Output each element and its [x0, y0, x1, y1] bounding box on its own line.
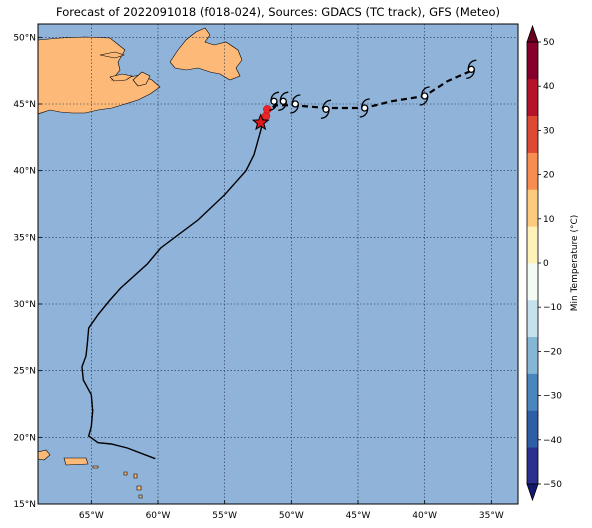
colorbar-tick-label: 20 — [543, 171, 555, 181]
colorbar-tick-label: 10 — [543, 215, 555, 225]
colorbar-segment — [527, 299, 538, 338]
lat-tick-label: 15°N — [13, 500, 36, 510]
colorbar-tick-label: 0 — [543, 259, 549, 269]
colorbar: 50 40 30 20 10 0 −10 −20 −30 −40 −50 Min Temperatur… — [526, 24, 580, 502]
hispaniola-tip — [38, 449, 51, 461]
cyclone-symbol-icon — [290, 94, 301, 114]
colorbar-tick-label: 40 — [543, 82, 555, 92]
antilles-islet-2 — [133, 473, 138, 479]
colorbar-segment — [527, 410, 538, 448]
lon-tick-label: 60°W — [146, 511, 171, 521]
lat-tick-label: 45°N — [13, 100, 36, 110]
lat-tick-label: 30°N — [13, 300, 36, 310]
colorbar-tick-label: 50 — [543, 38, 555, 48]
map-title: Forecast of 2022091018 (f018-024), Sourc… — [56, 5, 500, 19]
axis-ticks: 65°W 60°W 55°W 50°W 45°W 40°W 35°W 50°N 45°N 40°N… — [13, 33, 504, 521]
cyclone-symbol-icon — [268, 91, 280, 111]
colorbar-segment — [527, 336, 538, 374]
colorbar-tick-label: −10 — [543, 303, 562, 313]
cape-breton — [132, 71, 151, 87]
colorbar-extend-high — [526, 24, 539, 43]
colorbar-extend-low — [526, 483, 539, 502]
lon-tick-label: 35°W — [479, 511, 504, 521]
lat-tick-label: 25°N — [13, 367, 36, 377]
virgin-islands — [92, 465, 99, 469]
cyclone-symbol-icon — [419, 86, 430, 106]
colorbar-segment — [527, 373, 538, 411]
anticosti-island — [99, 51, 125, 59]
antilles-islet-1 — [123, 471, 128, 476]
lat-tick-label: 40°N — [13, 167, 36, 177]
colorbar-segment — [527, 189, 538, 227]
antilles-islet-4 — [138, 494, 143, 499]
colorbar-tick-label: −30 — [543, 392, 562, 402]
lon-tick-label: 65°W — [79, 511, 104, 521]
puerto-rico — [63, 457, 89, 466]
colorbar-segment — [527, 42, 538, 80]
cyclone-symbol-icon — [278, 91, 289, 111]
cyclone-symbol-icon — [466, 59, 477, 79]
colorbar-tick-label: 30 — [543, 126, 555, 136]
cyclone-symbol-icon — [320, 99, 332, 119]
colorbar-segment — [527, 78, 538, 117]
colorbar-segment — [527, 115, 538, 153]
lon-tick-label: 50°W — [279, 511, 304, 521]
colorbar-tick-label: −20 — [543, 347, 562, 357]
colorbar-segment — [527, 263, 538, 301]
colorbar-segment — [527, 226, 538, 264]
colorbar-segment — [527, 447, 538, 485]
track-point-dot — [263, 105, 272, 114]
land-masses — [38, 27, 243, 499]
antilles-islet-3 — [136, 485, 142, 491]
storm-track — [81, 59, 477, 460]
forecast-track-line — [264, 69, 472, 115]
colorbar-label: Min Temperature (°C) — [570, 215, 580, 312]
lat-tick-label: 35°N — [13, 233, 36, 243]
maritimes-landmass — [38, 36, 161, 115]
lat-tick-label: 50°N — [13, 33, 36, 43]
colorbar-segment — [527, 152, 538, 190]
prince-edward-island — [109, 73, 133, 82]
lon-tick-label: 45°W — [346, 511, 371, 521]
cyclone-symbol-icon — [359, 98, 370, 118]
past-track-line — [81, 118, 264, 460]
current-position-star-icon — [251, 113, 270, 131]
lat-tick-label: 20°N — [13, 433, 36, 443]
map-frame — [37, 23, 519, 505]
lon-tick-label: 40°W — [412, 511, 437, 521]
newfoundland — [169, 27, 243, 81]
colorbar-tick-label: −40 — [543, 436, 562, 446]
colorbar-tick-label: −50 — [543, 480, 562, 490]
lon-tick-label: 55°W — [212, 511, 237, 521]
